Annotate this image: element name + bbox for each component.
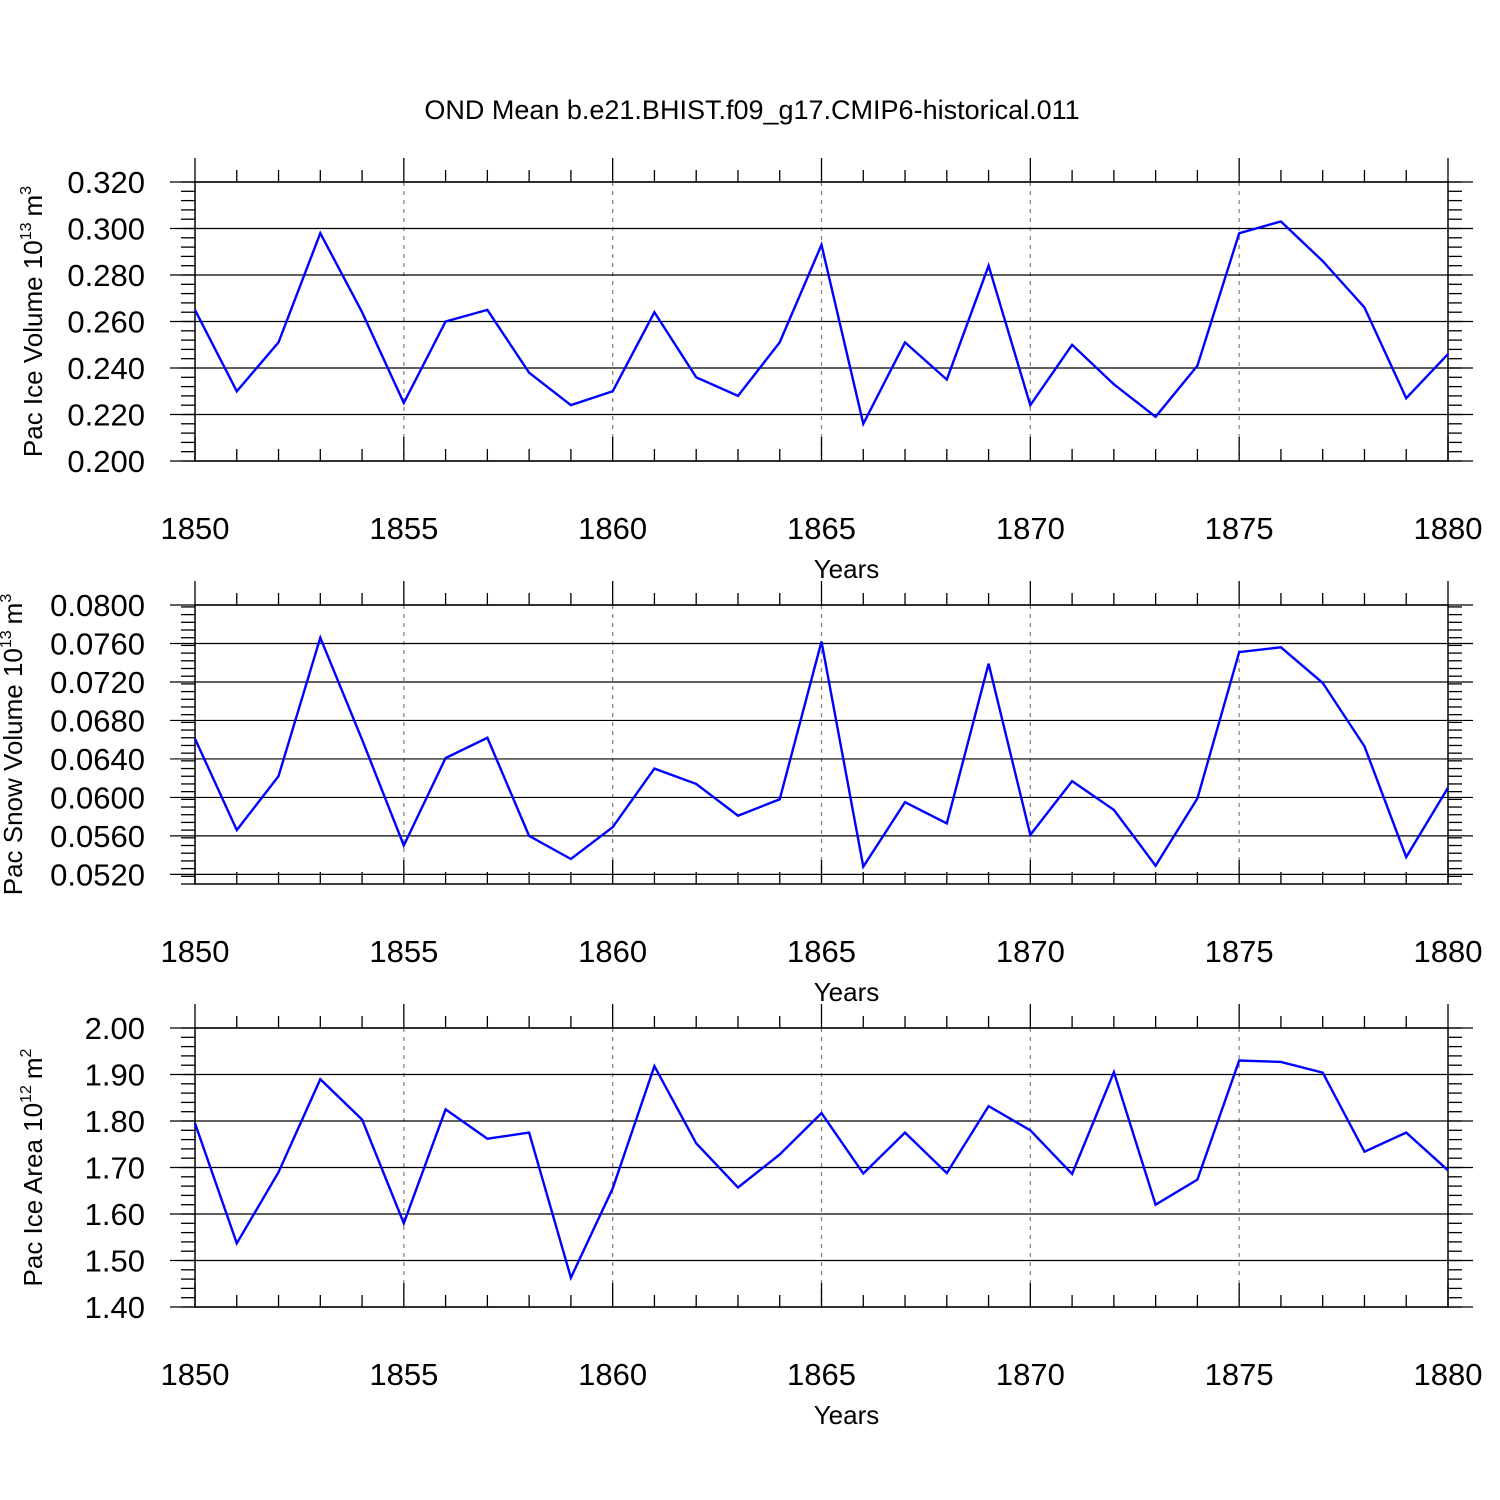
y-tick-label: 0.260 xyxy=(67,305,145,340)
plot-frame xyxy=(194,1027,1449,1308)
x-axis-label: Years xyxy=(814,554,880,584)
y-tick-label: 0.0720 xyxy=(50,665,145,700)
y-axis-label-unit-exponent: 3 xyxy=(18,186,35,195)
x-tick-label: 1870 xyxy=(996,1357,1065,1392)
y-tick-label: 0.300 xyxy=(67,212,145,247)
panel-ice-volume: 0.200 0.220 0.240 0.260 0.280 0.300 0.320 1850 1… xyxy=(18,158,1482,584)
y-tick-label: 0.0680 xyxy=(50,703,145,738)
y-axis-label-text: Pac Ice Area 10 xyxy=(18,1103,48,1287)
series-line-ice-volume xyxy=(193,220,1449,428)
series-line-ice-area xyxy=(193,1059,1449,1282)
x-tick-label: 1860 xyxy=(578,511,647,546)
y-tick-label: 0.220 xyxy=(67,398,145,433)
y-axis-label-unit: m xyxy=(18,1057,48,1079)
x-tick-label: 1860 xyxy=(578,934,647,969)
y-axis-label-unit-exponent: 3 xyxy=(0,594,15,603)
x-tick-label: 1855 xyxy=(369,511,438,546)
plot-frame xyxy=(194,181,1449,462)
x-tick-label: 1855 xyxy=(369,1357,438,1392)
y-tick-label: 1.90 xyxy=(85,1058,145,1093)
x-tick-label: 1855 xyxy=(369,934,438,969)
y-tick-label: 1.80 xyxy=(85,1104,145,1139)
x-tick-label: 1850 xyxy=(161,934,230,969)
x-tick-label: 1880 xyxy=(1414,511,1483,546)
x-tick-label: 1850 xyxy=(161,1357,230,1392)
y-tick-label: 0.320 xyxy=(67,165,145,200)
x-tick-label: 1865 xyxy=(787,1357,856,1392)
y-tick-label: 0.240 xyxy=(67,351,145,386)
y-axis-label-exponent: 13 xyxy=(18,222,35,240)
y-axis-label: Pac Ice Volume 1013 m3 xyxy=(18,186,48,457)
x-tick-label: 1860 xyxy=(578,1357,647,1392)
x-axis-label: Years xyxy=(814,1400,880,1430)
series-line-snow-volume xyxy=(193,634,1450,870)
x-tick-label: 1880 xyxy=(1414,934,1483,969)
y-tick-label: 1.70 xyxy=(85,1151,145,1186)
y-tick-label: 1.50 xyxy=(85,1244,145,1279)
y-axis-label: Pac Snow Volume 1013 m3 xyxy=(0,594,28,896)
y-tick-label: 0.0560 xyxy=(50,819,145,854)
x-tick-label: 1865 xyxy=(787,934,856,969)
chart-title: OND Mean b.e21.BHIST.f09_g17.CMIP6-histo… xyxy=(424,95,1079,125)
y-tick-label: 0.0640 xyxy=(50,742,145,777)
x-tick-label: 1875 xyxy=(1205,511,1274,546)
y-axis-label-text: Pac Snow Volume 10 xyxy=(0,648,28,895)
y-axis-label-exponent: 13 xyxy=(0,630,15,648)
y-axis-label-text: Pac Ice Volume 10 xyxy=(18,240,48,457)
y-axis-label-unit: m xyxy=(0,603,28,625)
y-tick-label: 1.40 xyxy=(85,1290,145,1325)
y-tick-label: 0.0800 xyxy=(50,588,145,623)
x-ticks xyxy=(194,581,1449,884)
x-tick-label: 1875 xyxy=(1205,1357,1274,1392)
y-tick-label: 0.280 xyxy=(67,258,145,293)
y-tick-label: 2.00 xyxy=(85,1011,145,1046)
y-axis-label-unit: m xyxy=(18,195,48,217)
x-tick-label: 1870 xyxy=(996,511,1065,546)
y-tick-label: 0.200 xyxy=(67,444,145,479)
x-tick-label: 1870 xyxy=(996,934,1065,969)
x-tick-label: 1850 xyxy=(161,511,230,546)
y-tick-label: 0.0520 xyxy=(50,857,145,892)
y-axis-label: Pac Ice Area 1012 m2 xyxy=(18,1048,48,1286)
x-tick-label: 1880 xyxy=(1414,1357,1483,1392)
y-axis-label-exponent: 12 xyxy=(18,1085,35,1103)
x-tick-label: 1875 xyxy=(1205,934,1274,969)
x-tick-label: 1865 xyxy=(787,511,856,546)
plot-frame xyxy=(194,604,1449,885)
y-tick-label: 0.0760 xyxy=(50,626,145,661)
y-axis-label-unit-exponent: 2 xyxy=(18,1048,35,1057)
y-tick-label: 0.0600 xyxy=(50,780,145,815)
x-axis-label: Years xyxy=(814,977,880,1007)
y-tick-label: 1.60 xyxy=(85,1197,145,1232)
panel-ice-area: 1.40 1.50 1.60 1.70 1.80 1.90 2.00 1850 1855 1860… xyxy=(18,1004,1482,1430)
